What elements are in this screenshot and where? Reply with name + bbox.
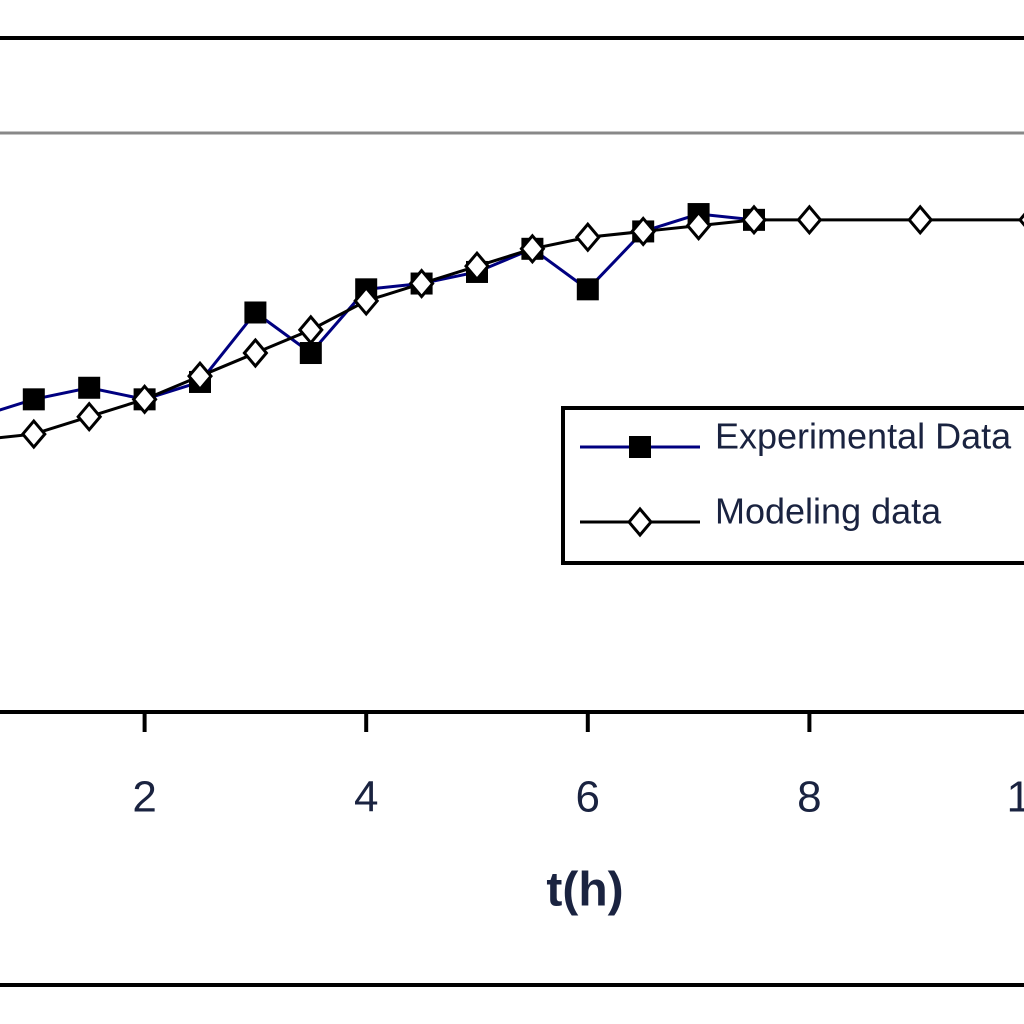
data-point	[630, 216, 657, 247]
data-point	[464, 250, 490, 282]
data-point	[685, 210, 712, 241]
x-tick-label: 4	[354, 773, 378, 822]
x-axis-label: t(h)	[546, 864, 623, 917]
data-point	[242, 337, 269, 369]
legend-label: Experimental Data	[715, 416, 1012, 457]
legend-label: Modeling data	[715, 491, 942, 532]
data-point	[353, 285, 380, 317]
data-point	[244, 301, 267, 324]
x-tick-label: 10	[1007, 773, 1024, 822]
data-point	[297, 314, 324, 346]
data-point	[796, 204, 823, 236]
data-point	[576, 278, 599, 301]
data-point	[187, 360, 213, 392]
legend-box	[561, 406, 1024, 565]
data-point	[408, 268, 435, 299]
data-point	[741, 204, 767, 236]
x-tick-label: 2	[132, 773, 156, 822]
data-point	[78, 376, 101, 399]
data-point	[299, 342, 322, 365]
series-line	[0, 212, 755, 412]
data-point	[907, 204, 934, 236]
data-point	[131, 384, 158, 415]
data-point	[22, 388, 45, 411]
data-point	[1018, 212, 1024, 227]
legend-marker	[627, 506, 653, 538]
data-point	[20, 418, 47, 450]
legend-marker	[629, 436, 651, 458]
x-tick-label: 6	[576, 773, 600, 822]
x-tick-label: 8	[797, 773, 821, 822]
data-point	[574, 221, 601, 253]
data-point	[76, 401, 103, 433]
data-point	[519, 233, 546, 265]
